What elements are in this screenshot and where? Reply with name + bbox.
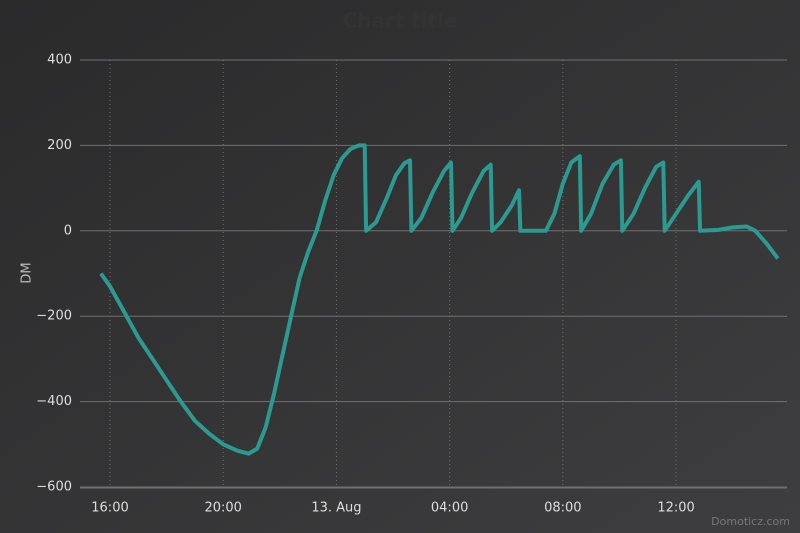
y-tick-label: −200 — [36, 309, 72, 324]
x-tick-label: 20:00 — [204, 501, 241, 516]
y-tick-label: 200 — [47, 138, 72, 153]
line-series — [99, 143, 780, 456]
y-tick-label: 400 — [47, 53, 72, 68]
y-tick-label: −600 — [36, 480, 72, 495]
x-tick-label: 08:00 — [544, 501, 581, 516]
y-tick-label: −400 — [36, 394, 72, 409]
y-tick-label: 0 — [64, 223, 72, 238]
x-tick-label: 04:00 — [431, 501, 468, 516]
chart-title: Chart title — [342, 9, 457, 33]
x-tick-label: 13. Aug — [311, 501, 361, 516]
x-tick-label: 12:00 — [657, 501, 694, 516]
x-tick-label: 16:00 — [91, 501, 128, 516]
credits: Domoticz.com — [711, 515, 790, 528]
y-axis-label: DM — [20, 262, 35, 283]
